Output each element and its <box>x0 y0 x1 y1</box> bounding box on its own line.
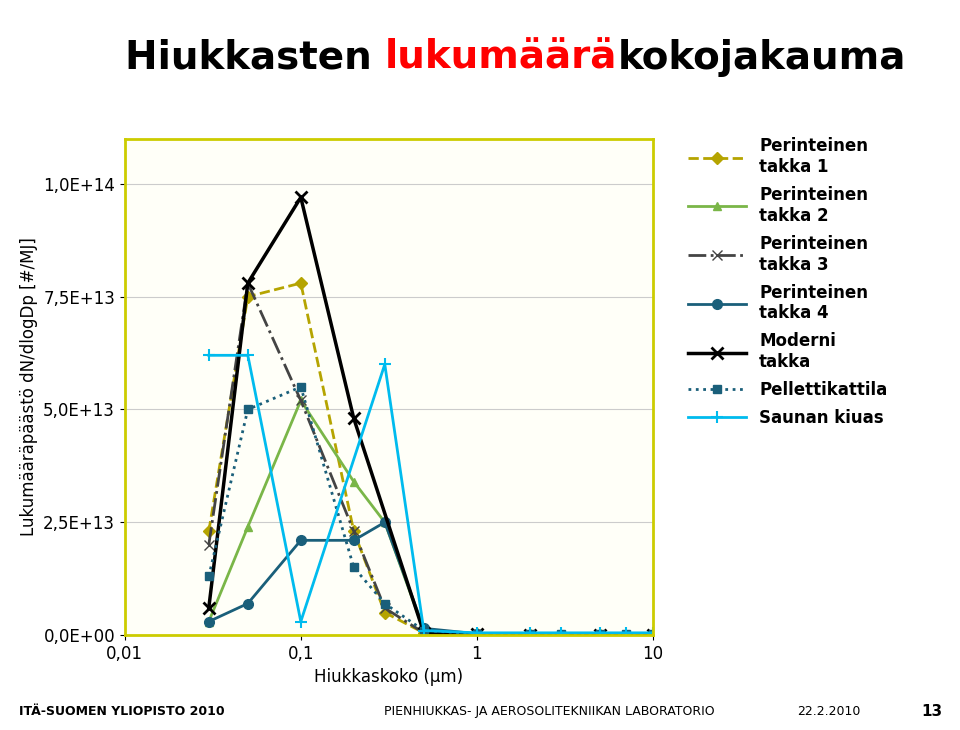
Text: kokojakauma: kokojakauma <box>617 39 906 77</box>
Perinteinen
takka 3 <box>379 604 391 612</box>
Pellettikattila <box>524 630 536 639</box>
Saunan kiuas <box>418 626 429 635</box>
Perinteinen
takka 1 <box>203 527 214 536</box>
Text: Hiukkasten: Hiukkasten <box>125 39 385 77</box>
Saunan kiuas <box>647 629 659 637</box>
Line: Pellettikattila: Pellettikattila <box>204 383 657 638</box>
Pellettikattila <box>594 630 606 639</box>
Perinteinen
takka 4 <box>295 536 306 545</box>
Pellettikattila <box>379 599 391 608</box>
Perinteinen
takka 2 <box>418 626 429 635</box>
Perinteinen
takka 1 <box>647 630 659 639</box>
Perinteinen
takka 1 <box>524 630 536 639</box>
Saunan kiuas <box>594 629 606 637</box>
Perinteinen
takka 3 <box>471 630 483 639</box>
Saunan kiuas <box>555 629 566 637</box>
Perinteinen
takka 3 <box>348 527 360 536</box>
Perinteinen
takka 2 <box>295 396 306 405</box>
Line: Perinteinen
takka 3: Perinteinen takka 3 <box>204 278 658 639</box>
Perinteinen
takka 3 <box>594 630 606 639</box>
Text: PIENHIUKKAS- JA AEROSOLITEKNIIKAN LABORATORIO: PIENHIUKKAS- JA AEROSOLITEKNIIKAN LABORA… <box>384 705 714 718</box>
Moderni
takka <box>295 193 306 201</box>
Perinteinen
takka 2 <box>348 477 360 486</box>
Moderni
takka <box>348 414 360 423</box>
Line: Perinteinen
takka 2: Perinteinen takka 2 <box>204 396 657 639</box>
Saunan kiuas <box>524 629 536 637</box>
Perinteinen
takka 4 <box>594 630 606 639</box>
Legend: Perinteinen
takka 1, Perinteinen
takka 2, Perinteinen
takka 3, Perinteinen
takka: Perinteinen takka 1, Perinteinen takka 2… <box>687 137 887 427</box>
Text: lukumäärä: lukumäärä <box>385 39 617 77</box>
Moderni
takka <box>524 630 536 639</box>
Perinteinen
takka 2 <box>379 518 391 526</box>
Perinteinen
takka 1 <box>348 527 360 536</box>
Pellettikattila <box>647 630 659 639</box>
Text: 22.2.2010: 22.2.2010 <box>797 705 860 718</box>
Perinteinen
takka 2 <box>242 523 253 531</box>
Line: Perinteinen
takka 4: Perinteinen takka 4 <box>204 518 658 639</box>
Perinteinen
takka 4 <box>203 617 214 626</box>
Perinteinen
takka 4 <box>348 536 360 545</box>
Saunan kiuas <box>242 351 253 360</box>
Perinteinen
takka 2 <box>647 630 659 639</box>
Moderni
takka <box>647 630 659 639</box>
Pellettikattila <box>348 563 360 572</box>
Pellettikattila <box>203 572 214 581</box>
Saunan kiuas <box>620 629 632 637</box>
Pellettikattila <box>555 630 566 639</box>
Pellettikattila <box>418 626 429 635</box>
Line: Perinteinen
takka 1: Perinteinen takka 1 <box>204 279 657 639</box>
Pellettikattila <box>620 630 632 639</box>
Moderni
takka <box>418 629 429 637</box>
Perinteinen
takka 1 <box>379 608 391 617</box>
Perinteinen
takka 1 <box>471 630 483 639</box>
Perinteinen
takka 4 <box>242 599 253 608</box>
Perinteinen
takka 3 <box>242 279 253 288</box>
Saunan kiuas <box>203 351 214 360</box>
Pellettikattila <box>471 629 483 638</box>
Line: Saunan kiuas: Saunan kiuas <box>203 349 660 639</box>
Text: 13: 13 <box>922 704 943 719</box>
Perinteinen
takka 3 <box>524 630 536 639</box>
Perinteinen
takka 4 <box>471 629 483 638</box>
Saunan kiuas <box>379 360 391 369</box>
Perinteinen
takka 3 <box>418 629 429 637</box>
Perinteinen
takka 4 <box>524 630 536 639</box>
Moderni
takka <box>203 604 214 612</box>
X-axis label: Hiukkaskoko (μm): Hiukkaskoko (μm) <box>314 669 464 686</box>
Pellettikattila <box>242 405 253 414</box>
Text: ITÄ-SUOMEN YLIOPISTO 2010: ITÄ-SUOMEN YLIOPISTO 2010 <box>19 705 225 718</box>
Perinteinen
takka 2 <box>524 630 536 639</box>
Perinteinen
takka 3 <box>203 540 214 549</box>
Perinteinen
takka 3 <box>295 396 306 405</box>
Saunan kiuas <box>471 629 483 637</box>
Line: Moderni
takka: Moderni takka <box>203 191 660 641</box>
Moderni
takka <box>471 630 483 639</box>
Y-axis label: Lukumääräpäästö dN/dlogDp [#/MJ]: Lukumääräpäästö dN/dlogDp [#/MJ] <box>19 237 37 537</box>
Moderni
takka <box>594 630 606 639</box>
Saunan kiuas <box>295 617 306 626</box>
Perinteinen
takka 3 <box>647 630 659 639</box>
Perinteinen
takka 2 <box>594 630 606 639</box>
Perinteinen
takka 1 <box>418 629 429 637</box>
Pellettikattila <box>295 383 306 391</box>
Perinteinen
takka 2 <box>471 630 483 639</box>
Perinteinen
takka 2 <box>203 617 214 626</box>
Perinteinen
takka 1 <box>594 630 606 639</box>
Perinteinen
takka 1 <box>242 292 253 301</box>
Perinteinen
takka 4 <box>418 624 429 633</box>
Perinteinen
takka 1 <box>295 279 306 288</box>
Moderni
takka <box>242 279 253 288</box>
Perinteinen
takka 4 <box>647 630 659 639</box>
Perinteinen
takka 4 <box>379 518 391 526</box>
